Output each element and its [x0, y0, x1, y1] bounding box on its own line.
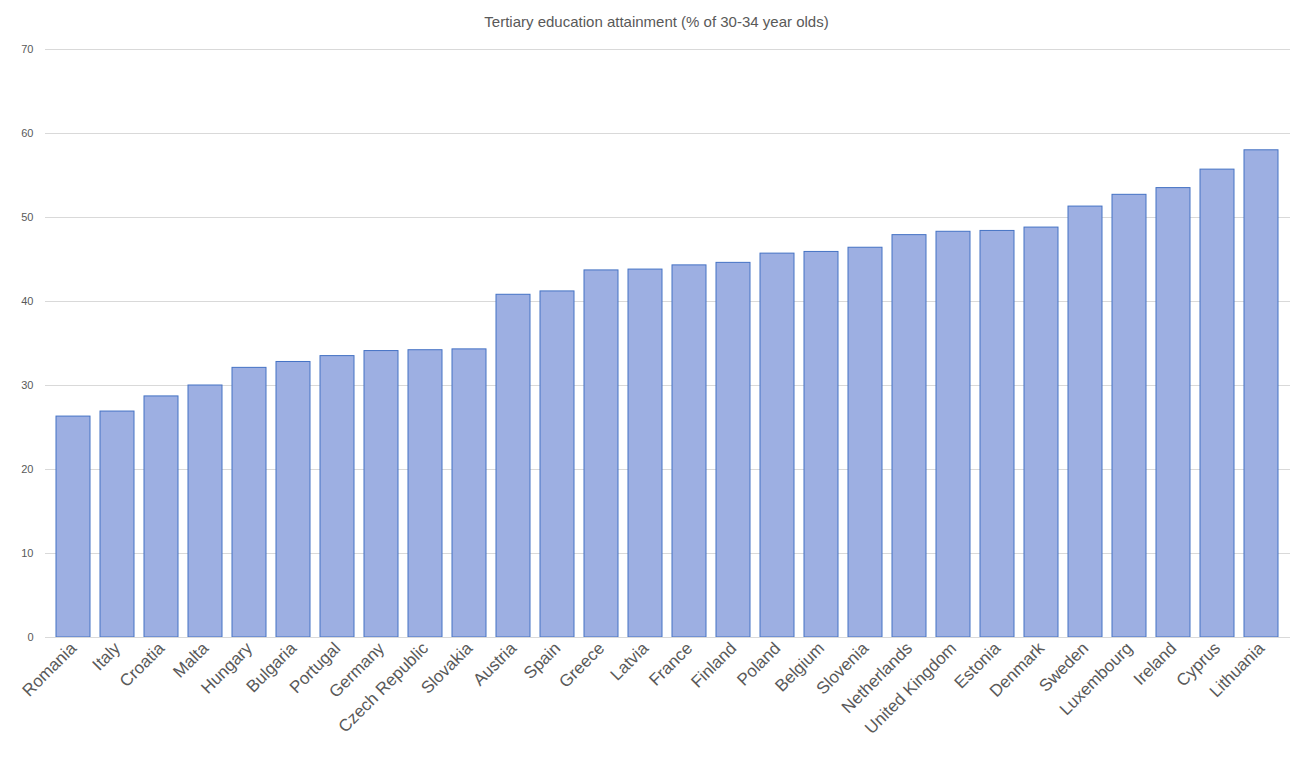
svg-text:Italy: Italy: [89, 638, 125, 674]
svg-text:Ireland: Ireland: [1130, 639, 1180, 689]
html-text:Tertiary education attainment: Tertiary education attainment (% of 30-3…: [484, 13, 829, 30]
svg-text:Finland: Finland: [687, 639, 740, 692]
svg-text:Portugal: Portugal: [286, 638, 345, 697]
svg-text:Slovenia: Slovenia: [812, 638, 873, 699]
svg-text:Sweden: Sweden: [1035, 638, 1093, 696]
svg-text:Latvia: Latvia: [606, 638, 653, 685]
svg-text:Spain: Spain: [520, 638, 565, 683]
svg-text:Netherlands: Netherlands: [837, 638, 917, 717]
svg-text:Romania: Romania: [19, 638, 81, 700]
svg-text:Estonia: Estonia: [950, 638, 1005, 693]
svg-text:30: 30: [21, 379, 33, 391]
svg-text:Austria: Austria: [469, 638, 520, 689]
svg-text:Hungary: Hungary: [197, 638, 257, 698]
svg-text:0: 0: [27, 631, 33, 643]
svg-text:60: 60: [21, 127, 33, 139]
svg-text:Lithuania: Lithuania: [1206, 638, 1269, 701]
svg-text:40: 40: [21, 295, 33, 307]
svg-text:20: 20: [21, 463, 33, 475]
svg-text:Croatia: Croatia: [116, 638, 169, 691]
svg-text:Slovakia: Slovakia: [417, 638, 476, 697]
svg-text:50: 50: [21, 211, 33, 223]
svg-text:Malta: Malta: [169, 638, 213, 682]
svg-text:Czech Republic: Czech Republic: [335, 638, 433, 736]
svg-text:Belgium: Belgium: [771, 638, 829, 696]
svg-text:Denmark: Denmark: [986, 638, 1049, 701]
svg-text:70: 70: [21, 43, 33, 55]
svg-text:Cyprus: Cyprus: [1172, 638, 1225, 691]
svg-text:France: France: [645, 639, 696, 690]
svg-text:10: 10: [21, 547, 33, 559]
svg-text:Bulgaria: Bulgaria: [242, 638, 301, 697]
svg-text:Germany: Germany: [325, 638, 389, 702]
svg-text:Poland: Poland: [733, 638, 785, 690]
svg-text:Luxembourg: Luxembourg: [1056, 639, 1136, 719]
svg-text:Greece: Greece: [555, 639, 608, 692]
svg-text:United Kingdom: United Kingdom: [861, 639, 960, 738]
